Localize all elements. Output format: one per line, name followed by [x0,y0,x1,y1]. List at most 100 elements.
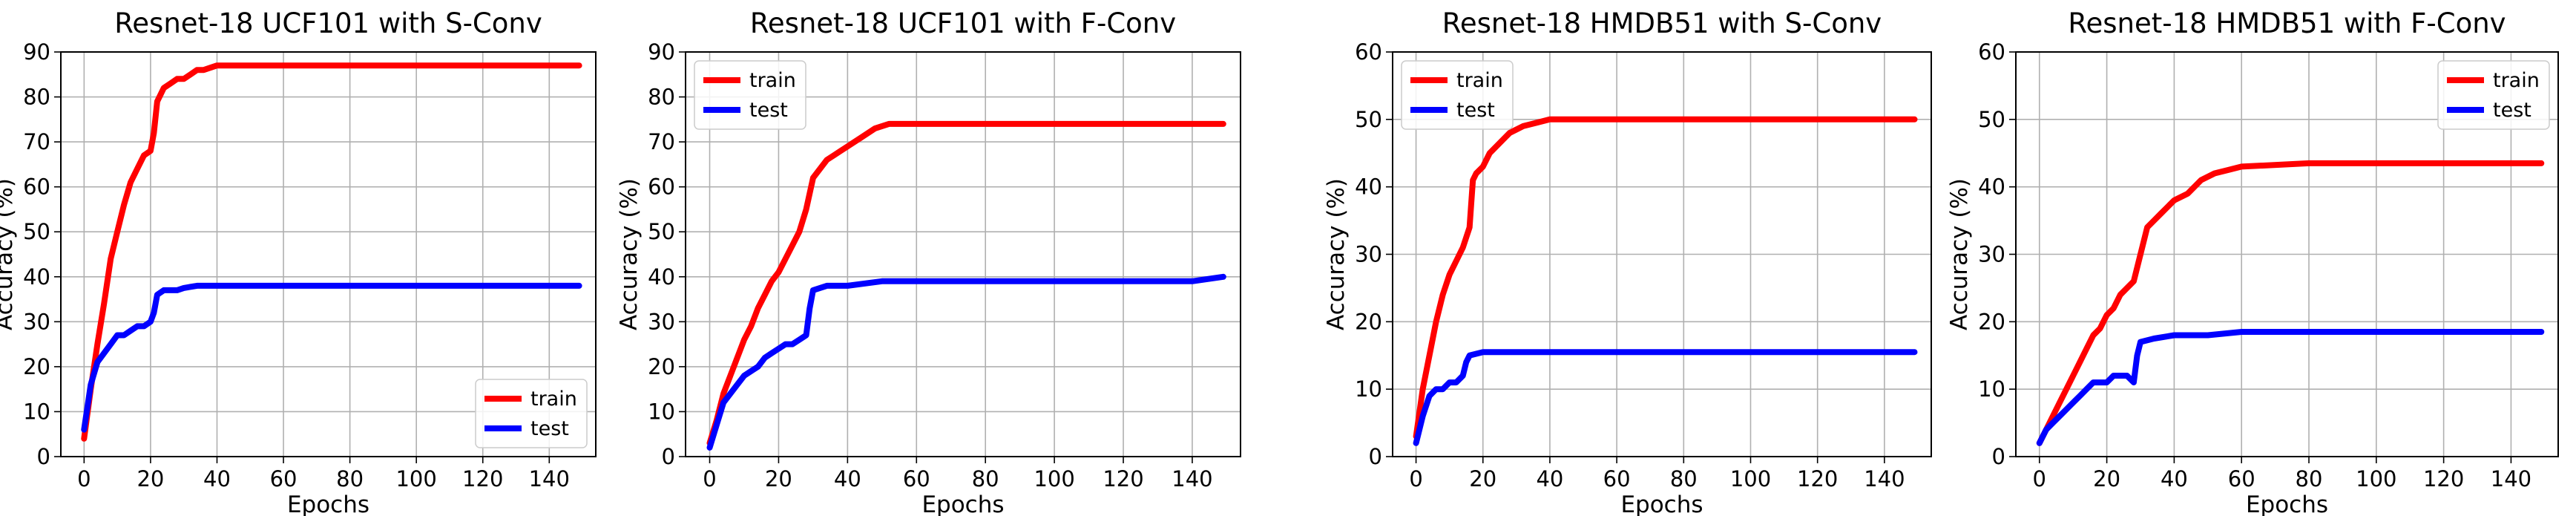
y-tick-label: 10 [23,399,50,424]
plot-frame [2015,51,2559,457]
y-tick-label: 80 [23,85,50,110]
plot-frame [685,51,1241,457]
y-tick-label: 50 [1978,107,2005,132]
legend: train test [694,60,806,130]
series-line-train [706,120,1226,446]
series-line-test [1413,349,1918,446]
legend-label-test: test [749,99,788,122]
series-line-test [81,282,582,433]
y-tick-label: 40 [1978,174,2005,200]
y-tick-label: 10 [1978,376,2005,402]
chart-title: Resnet-18 UCF101 with S-Conv [114,7,542,39]
x-tick-label: 0 [2033,466,2046,491]
x-tick-label: 0 [703,466,716,491]
legend-label-train: train [749,69,796,92]
legend-label-train: train [2493,69,2540,92]
x-tick-label: 100 [1034,466,1074,491]
y-tick-label: 90 [23,39,50,65]
plot-frame [1392,51,1932,457]
x-tick-label: 60 [1603,466,1631,491]
x-tick-label: 40 [203,466,231,491]
x-tick-label: 100 [2356,466,2396,491]
y-tick-label: 50 [1355,107,1382,132]
x-axis-label: Epochs [1620,491,1703,516]
legend-label-test: test [2493,99,2531,122]
y-axis-label: Accuracy (%) [616,178,643,330]
x-tick-label: 60 [903,466,930,491]
x-tick-label: 140 [1172,466,1212,491]
x-tick-label: 80 [336,466,364,491]
y-axis-label: Accuracy (%) [1323,178,1350,330]
legend: train test [1401,60,1514,130]
chart-panel-1: 0 10 20 30 40 50 60 70 80 90 0 20 40 60 80 100 120 140 Res… [0,7,597,516]
y-tick-label: 10 [1355,376,1382,402]
legend-label-test: test [530,417,569,440]
y-tick-label: 30 [1978,242,2005,267]
x-tick-label: 140 [1864,466,1905,491]
y-tick-label: 40 [1355,174,1382,200]
x-tick-label: 100 [395,466,436,491]
x-tick-label: 60 [2228,466,2255,491]
y-tick-label: 30 [23,309,50,334]
y-tick-label: 20 [1355,309,1382,334]
legend: train test [475,379,588,448]
y-axis-label: Accuracy (%) [0,178,18,330]
y-axis-label: Accuracy (%) [1946,178,1973,330]
y-tick-label: 30 [648,309,675,334]
x-tick-label: 60 [270,466,298,491]
y-tick-label: 30 [1355,242,1382,267]
y-tick-label: 40 [648,264,675,290]
x-tick-label: 120 [1103,466,1143,491]
y-tick-label: 60 [23,174,50,200]
x-tick-label: 140 [529,466,570,491]
x-axis-label: Epochs [2246,491,2328,516]
y-tick-label: 90 [648,39,675,65]
y-tick-label: 0 [662,444,675,469]
legend-label-train: train [1456,69,1503,92]
y-tick-label: 70 [23,129,50,154]
x-tick-label: 20 [137,466,164,491]
x-tick-label: 40 [2161,466,2188,491]
chart-title: Resnet-18 HMDB51 with F-Conv [2068,7,2506,39]
chart-panel-2: 0 10 20 30 40 50 60 70 80 90 0 20 40 60 80 100 120 140 Res… [616,7,1241,516]
chart-title: Resnet-18 HMDB51 with S-Conv [1442,7,1882,39]
y-tick-label: 60 [1355,39,1382,65]
x-tick-label: 80 [2296,466,2323,491]
x-tick-label: 40 [834,466,861,491]
y-tick-label: 0 [1369,444,1382,469]
y-tick-label: 20 [23,354,50,379]
chart-panel-3: 0 10 20 30 40 50 60 0 20 40 60 80 100 120 140 Resnet-18… [1323,7,1932,516]
series-line-test [2036,329,2545,446]
chart-title: Resnet-18 UCF101 with F-Conv [750,7,1176,39]
y-tick-label: 60 [1978,39,2005,65]
x-tick-label: 40 [1536,466,1563,491]
x-tick-label: 100 [1730,466,1771,491]
series-line-test [706,273,1226,451]
x-tick-label: 120 [462,466,503,491]
x-tick-label: 20 [2093,466,2120,491]
x-tick-label: 120 [2423,466,2464,491]
series-line-train [2036,160,2545,446]
x-tick-label: 80 [972,466,999,491]
y-tick-label: 50 [23,219,50,244]
x-tick-label: 120 [1797,466,1838,491]
y-tick-label: 60 [648,174,675,200]
y-tick-label: 0 [37,444,50,469]
x-axis-label: Epochs [287,491,369,516]
y-tick-label: 20 [648,354,675,379]
x-tick-label: 20 [1469,466,1496,491]
x-tick-label: 140 [2491,466,2531,491]
plot-frame [60,51,597,457]
legend-label-test: test [1456,99,1495,122]
series-line-train [81,62,582,442]
y-tick-label: 10 [648,399,675,424]
y-tick-label: 40 [23,264,50,290]
x-tick-label: 0 [77,466,91,491]
y-tick-label: 0 [1992,444,2005,469]
legend: train test [2437,60,2550,130]
y-tick-label: 80 [648,85,675,110]
x-axis-label: Epochs [921,491,1004,516]
legend-label-train: train [530,388,577,411]
y-tick-label: 50 [648,219,675,244]
